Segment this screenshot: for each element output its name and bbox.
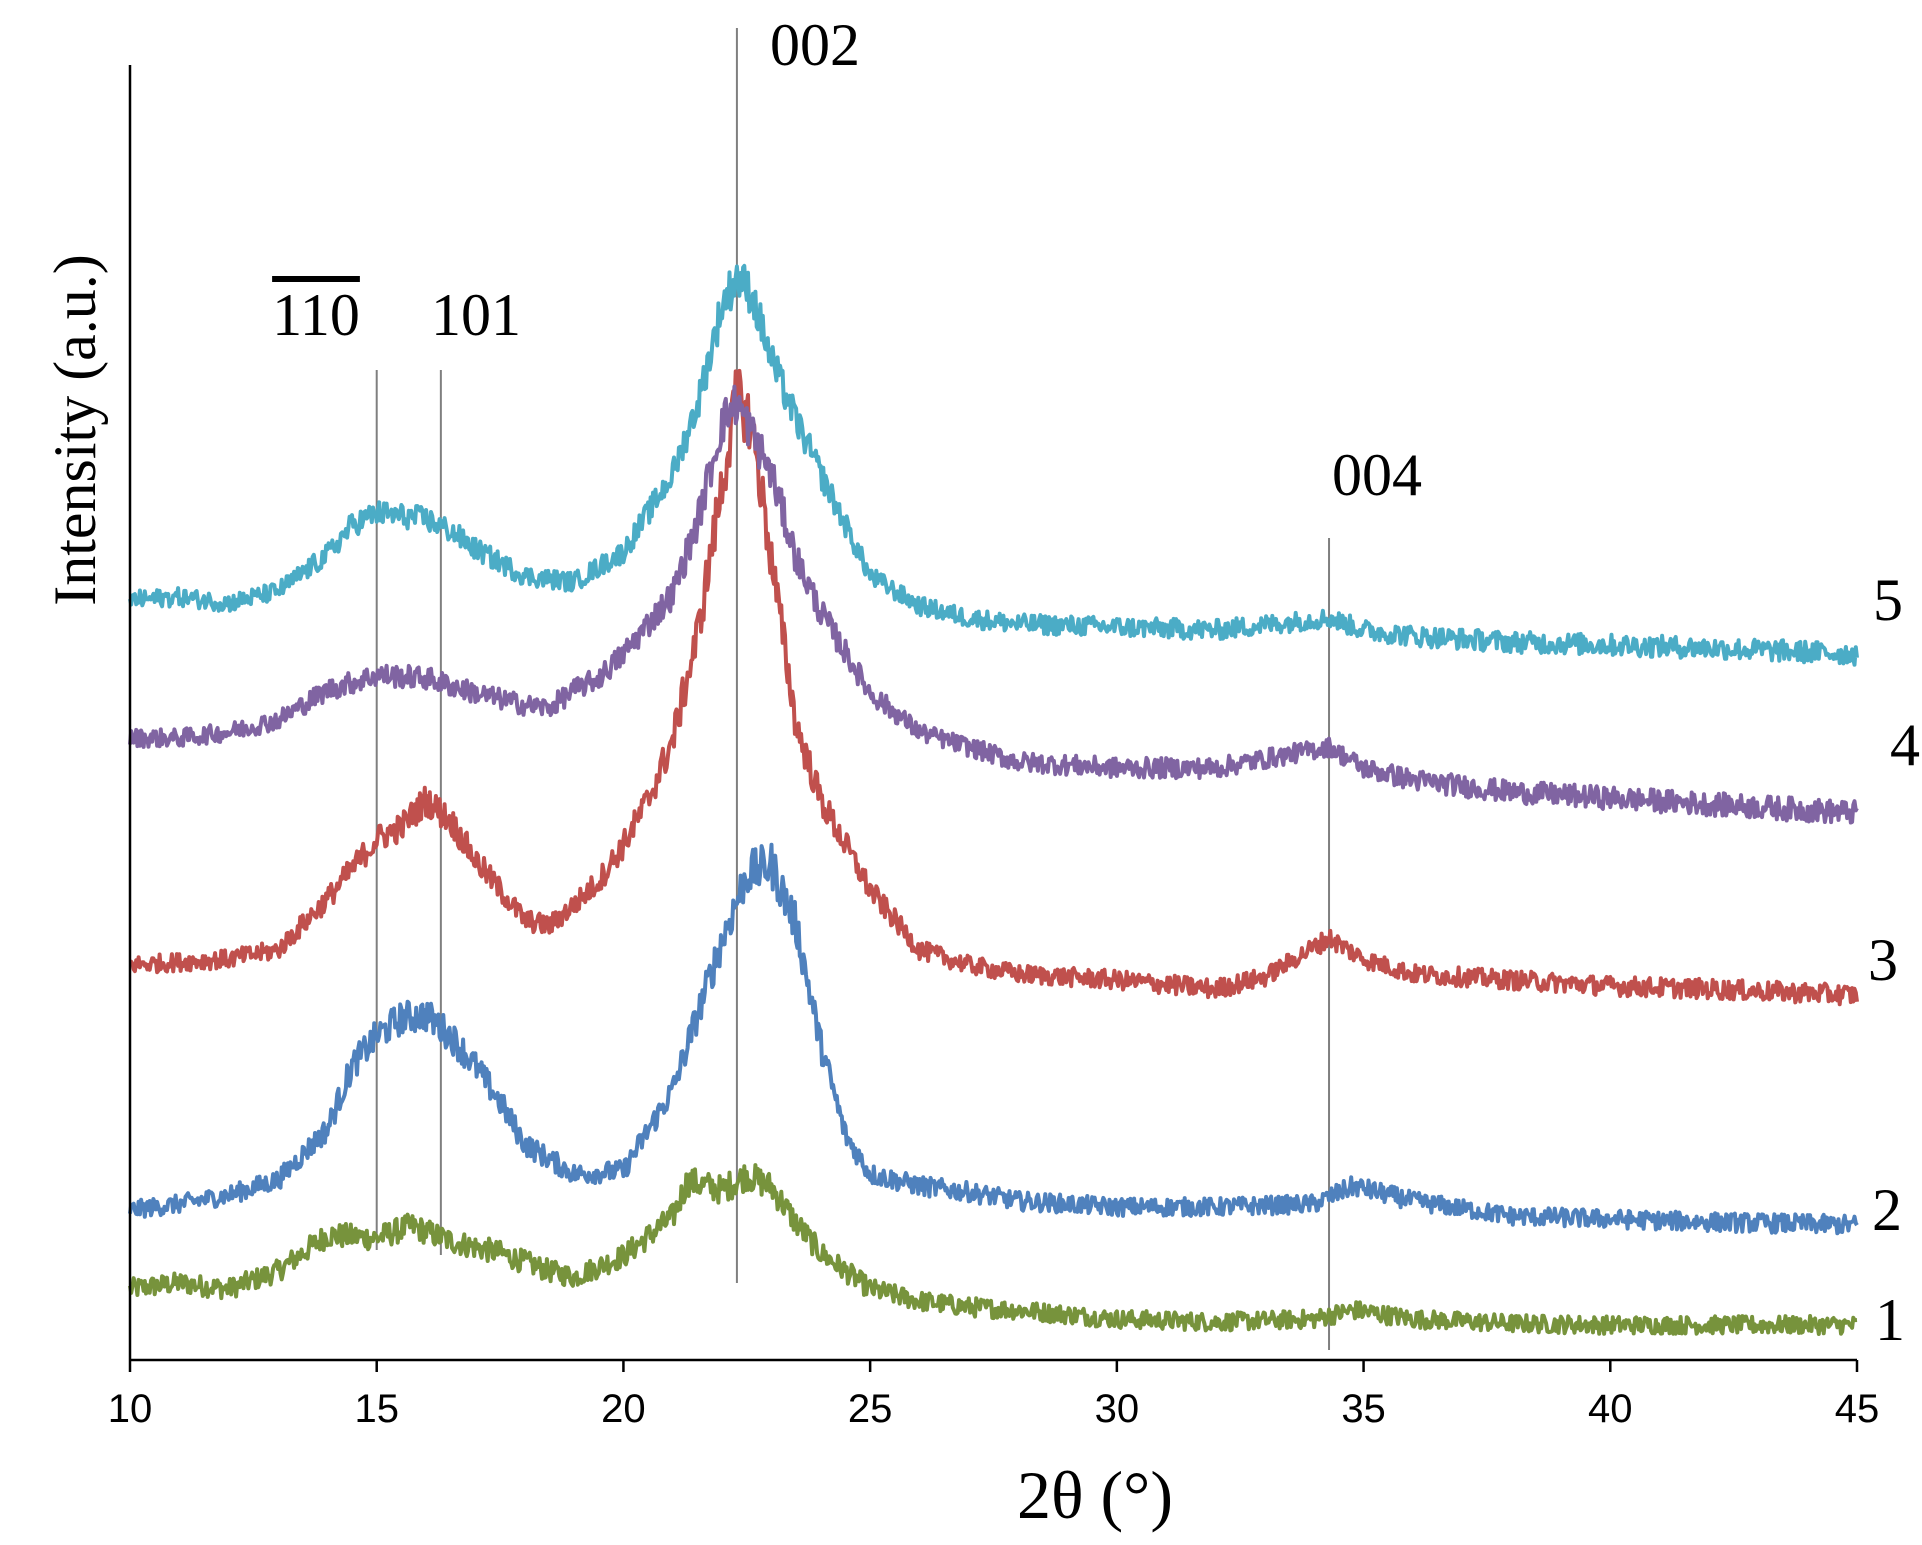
peak-label-101: 101: [431, 282, 521, 348]
x-tick-label: 20: [601, 1387, 646, 1431]
series-5-line: [128, 263, 1859, 667]
series-3-line: [128, 368, 1859, 1007]
series-1-line: [128, 1163, 1858, 1336]
x-tick-label: 15: [354, 1387, 399, 1431]
x-tick-label: 35: [1341, 1387, 1386, 1431]
series-2-line: [128, 842, 1859, 1236]
series-label-4: 4: [1890, 712, 1920, 778]
x-tick-label: 40: [1588, 1387, 1633, 1431]
series-label-2: 2: [1872, 1177, 1902, 1243]
peak-label-neg110: 110: [272, 282, 360, 348]
x-tick-label: 45: [1835, 1387, 1880, 1431]
x-tick-label: 30: [1095, 1387, 1140, 1431]
x-tick-label: 10: [108, 1387, 153, 1431]
series-4-line: [128, 384, 1859, 825]
series-labels: 1 2 3 4 5: [1868, 567, 1920, 1353]
axes: [128, 65, 1857, 1362]
x-ticks: 10 15 20 25 30 35 40 45: [108, 1360, 1880, 1431]
peak-labels: 110 101 002 004: [272, 12, 1422, 508]
series-label-1: 1: [1875, 1287, 1905, 1353]
series-label-3: 3: [1868, 927, 1898, 993]
x-tick-label: 25: [848, 1387, 893, 1431]
peak-label-004: 004: [1332, 442, 1422, 508]
x-axis-title: 2θ (°): [1017, 1457, 1173, 1533]
series-lines: [128, 263, 1859, 1336]
peak-label-002: 002: [770, 12, 860, 78]
y-axis-title: Intensity (a.u.): [42, 254, 108, 606]
series-label-5: 5: [1873, 567, 1903, 633]
